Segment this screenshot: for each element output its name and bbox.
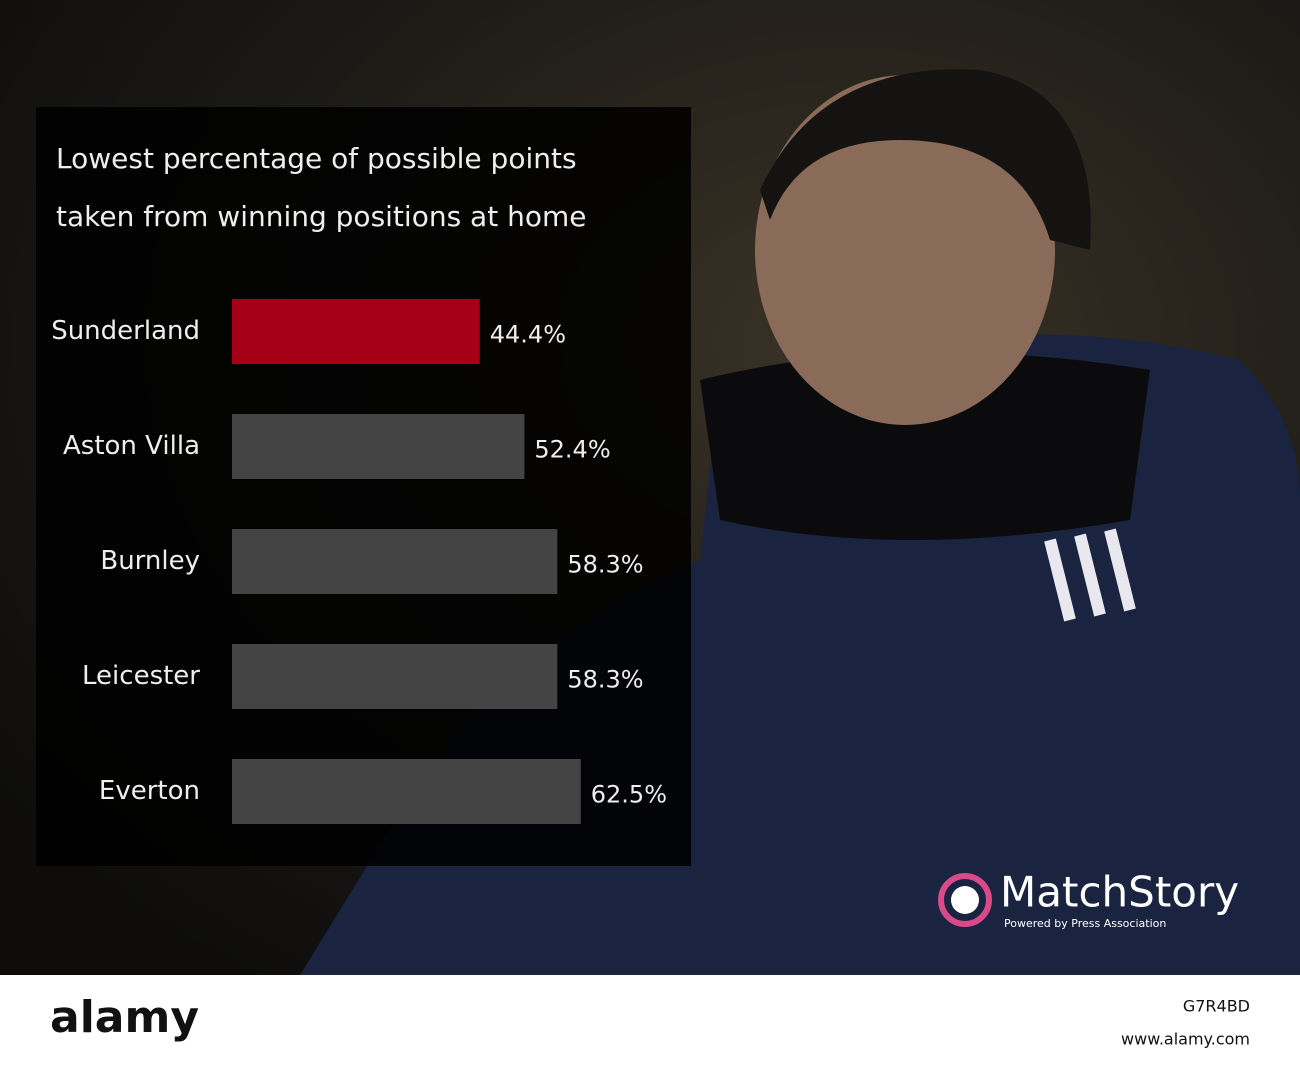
bar (232, 759, 581, 824)
category-label: Sunderland (51, 316, 200, 346)
footer-url: www.alamy.com (1121, 1030, 1250, 1049)
footer-id: G7R4BD (1183, 997, 1250, 1016)
value-label: 58.3% (567, 551, 643, 579)
bar (232, 644, 558, 709)
brand-logo: MatchStory (1000, 868, 1239, 917)
bar (232, 529, 558, 594)
category-label: Aston Villa (63, 431, 200, 461)
category-label: Everton (99, 776, 200, 806)
value-label: 44.4% (490, 321, 566, 349)
head (755, 75, 1055, 425)
chart-title: Lowest percentage of possible points tak… (56, 142, 587, 233)
brand-tagline: Powered by Press Association (1004, 917, 1166, 930)
bar (232, 299, 480, 364)
chart-panel (36, 107, 691, 866)
value-label: 62.5% (591, 781, 667, 809)
logo-ball (951, 886, 979, 914)
category-label: Leicester (82, 661, 200, 691)
bar (232, 414, 525, 479)
value-label: 58.3% (567, 666, 643, 694)
scarf (700, 352, 1150, 540)
jacket-stripes (1044, 528, 1136, 622)
footer-brand: alamy (50, 992, 199, 1043)
hair (760, 69, 1091, 250)
category-label: Burnley (100, 546, 200, 576)
footer (0, 975, 1300, 1065)
logo-ring (938, 873, 992, 927)
value-label: 52.4% (534, 436, 610, 464)
